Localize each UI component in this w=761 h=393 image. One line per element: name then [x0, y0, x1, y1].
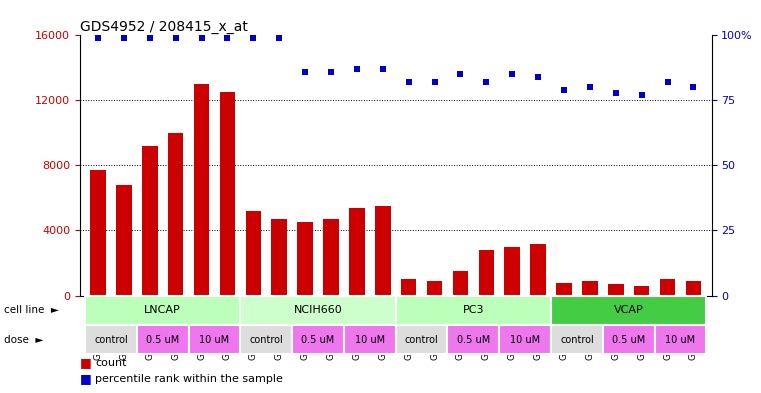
Bar — [85, 325, 137, 354]
Bar — [85, 296, 240, 325]
Text: dose  ►: dose ► — [4, 334, 43, 345]
Bar — [686, 281, 701, 296]
Bar — [660, 279, 675, 296]
Text: percentile rank within the sample: percentile rank within the sample — [95, 374, 283, 384]
Point — [377, 66, 389, 72]
Bar — [603, 325, 654, 354]
Point — [299, 69, 311, 75]
Point — [273, 35, 285, 41]
Point — [144, 35, 156, 41]
Text: cell line  ►: cell line ► — [4, 305, 59, 316]
Text: 0.5 uM: 0.5 uM — [612, 334, 645, 345]
Point — [92, 35, 104, 41]
Bar — [240, 325, 292, 354]
Text: 10 uM: 10 uM — [355, 334, 385, 345]
Bar — [292, 325, 344, 354]
Bar — [344, 325, 396, 354]
Text: control: control — [560, 334, 594, 345]
Point — [584, 84, 596, 90]
Point — [428, 79, 441, 85]
Bar — [168, 133, 183, 296]
Bar — [654, 325, 706, 354]
Text: control: control — [250, 334, 283, 345]
Bar — [298, 222, 313, 296]
Bar — [499, 325, 551, 354]
Bar — [194, 84, 209, 296]
Bar — [453, 271, 468, 296]
Point — [247, 35, 260, 41]
Bar — [427, 281, 442, 296]
Text: count: count — [95, 358, 126, 368]
Text: LNCAP: LNCAP — [145, 305, 181, 316]
Bar — [375, 206, 390, 296]
Point — [687, 84, 699, 90]
Text: 0.5 uM: 0.5 uM — [146, 334, 180, 345]
Text: ■: ■ — [80, 356, 91, 369]
Point — [403, 79, 415, 85]
Point — [506, 71, 518, 77]
Bar — [220, 92, 235, 296]
Bar — [189, 325, 240, 354]
Bar — [447, 325, 499, 354]
Text: 10 uM: 10 uM — [665, 334, 696, 345]
Point — [661, 79, 673, 85]
Point — [325, 69, 337, 75]
Bar — [349, 208, 365, 296]
Point — [480, 79, 492, 85]
Text: PC3: PC3 — [463, 305, 484, 316]
Text: 10 uM: 10 uM — [199, 334, 230, 345]
Point — [532, 74, 544, 80]
Bar — [240, 296, 396, 325]
Text: 10 uM: 10 uM — [510, 334, 540, 345]
Bar — [323, 219, 339, 296]
Bar — [530, 244, 546, 296]
Text: VCAP: VCAP — [614, 305, 644, 316]
Bar — [582, 281, 597, 296]
Bar — [551, 296, 706, 325]
Bar — [551, 325, 603, 354]
Text: 0.5 uM: 0.5 uM — [457, 334, 490, 345]
Point — [221, 35, 234, 41]
Bar — [137, 325, 189, 354]
Bar — [401, 279, 416, 296]
Bar — [556, 283, 572, 296]
Point — [170, 35, 182, 41]
Bar — [272, 219, 287, 296]
Text: 0.5 uM: 0.5 uM — [301, 334, 335, 345]
Point — [454, 71, 466, 77]
Point — [118, 35, 130, 41]
Point — [610, 90, 622, 96]
Bar — [396, 325, 447, 354]
Text: GDS4952 / 208415_x_at: GDS4952 / 208415_x_at — [80, 20, 248, 34]
Bar — [608, 284, 623, 296]
Point — [635, 92, 648, 98]
Point — [351, 66, 363, 72]
Bar — [116, 185, 132, 296]
Bar — [396, 296, 551, 325]
Text: ■: ■ — [80, 372, 91, 385]
Text: NCIH660: NCIH660 — [294, 305, 342, 316]
Bar — [142, 146, 158, 296]
Text: control: control — [94, 334, 128, 345]
Point — [196, 35, 208, 41]
Point — [558, 87, 570, 93]
Bar — [505, 247, 520, 296]
Text: control: control — [405, 334, 438, 345]
Bar — [479, 250, 494, 296]
Bar — [634, 286, 649, 296]
Bar — [91, 170, 106, 296]
Bar — [246, 211, 261, 296]
